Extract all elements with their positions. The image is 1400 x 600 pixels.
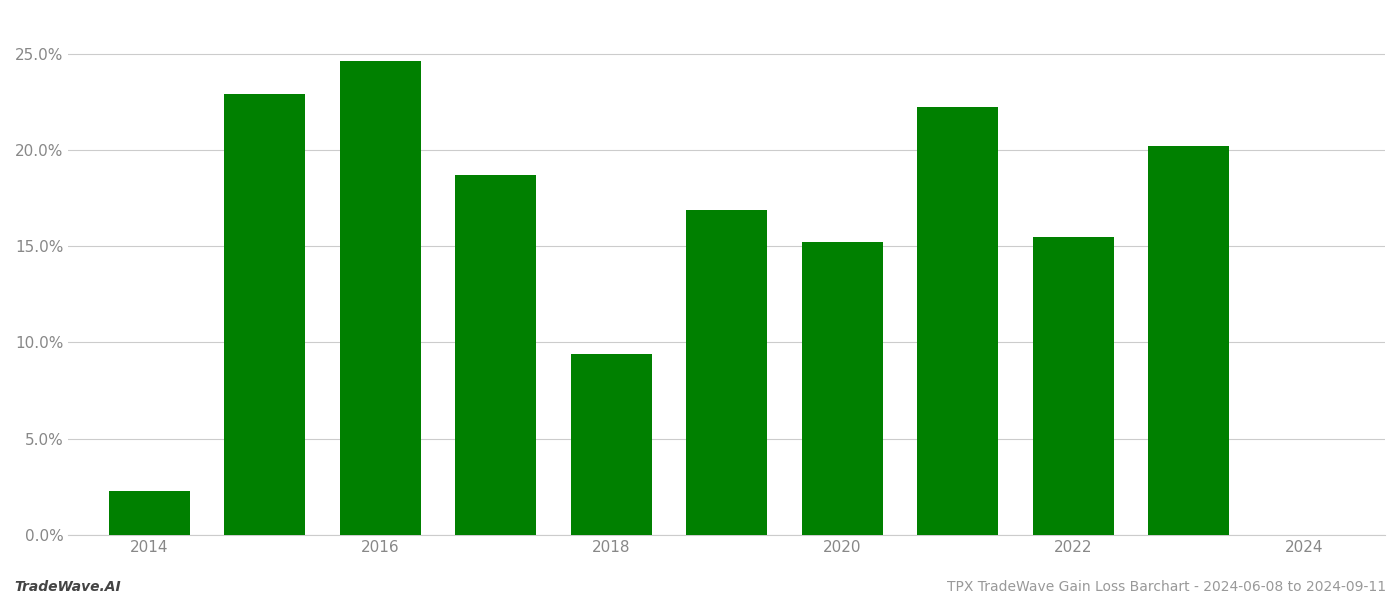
Bar [686, 209, 767, 535]
Bar [109, 491, 189, 535]
Bar [224, 94, 305, 535]
Bar [571, 354, 651, 535]
Text: TradeWave.AI: TradeWave.AI [14, 580, 120, 594]
Bar [802, 242, 882, 535]
Bar [1033, 236, 1113, 535]
Bar [340, 61, 420, 535]
Bar [455, 175, 536, 535]
Bar [1148, 146, 1229, 535]
Bar [917, 107, 998, 535]
Text: TPX TradeWave Gain Loss Barchart - 2024-06-08 to 2024-09-11: TPX TradeWave Gain Loss Barchart - 2024-… [946, 580, 1386, 594]
